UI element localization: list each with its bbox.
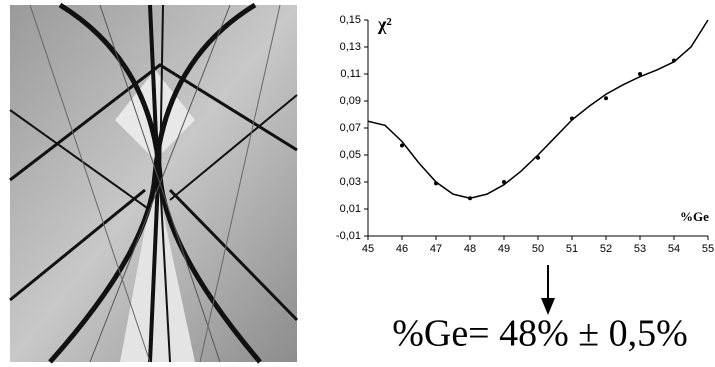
y-tick-label: -0,01: [336, 230, 361, 242]
x-tick-label: 51: [566, 243, 578, 255]
y-axis-label: χ²: [377, 14, 392, 34]
data-point: [536, 155, 540, 160]
data-point: [638, 72, 642, 76]
diffraction-image: [9, 2, 299, 364]
y-tick-label: 0,13: [340, 41, 361, 53]
y-tick-label: 0,07: [340, 122, 361, 134]
x-tick-label: 53: [634, 243, 646, 255]
data-point: [400, 143, 404, 148]
x-tick-label: 45: [362, 243, 374, 255]
x-tick-label: 47: [430, 243, 442, 255]
y-tick-label: 0,15: [340, 14, 361, 26]
arrow-head: [541, 298, 555, 315]
data-point: [604, 96, 608, 101]
y-tick-label: 0,09: [340, 95, 361, 107]
x-axis-label: %Ge: [680, 209, 709, 224]
x-tick-label: 54: [668, 243, 680, 255]
data-point: [502, 180, 506, 184]
x-tick-label: 49: [498, 243, 510, 255]
x-tick-label: 50: [532, 243, 544, 255]
x-tick-label: 52: [600, 243, 612, 255]
x-tick-label: 48: [464, 243, 476, 255]
y-tick-label: 0,05: [340, 149, 361, 161]
result: %Ge= 48% ± 0,5%: [392, 313, 688, 355]
y-tick-label: 0,03: [340, 176, 361, 188]
fit-curve: [367, 19, 709, 199]
y-tick-label: 0,01: [340, 203, 361, 215]
data-point: [468, 196, 472, 201]
data-point: [434, 181, 438, 186]
data-point: [570, 116, 574, 121]
data-point: [672, 58, 676, 63]
x-tick-label: 46: [396, 243, 408, 255]
y-tick-label: 0,11: [340, 68, 361, 80]
x-tick-label: 55: [702, 243, 714, 255]
